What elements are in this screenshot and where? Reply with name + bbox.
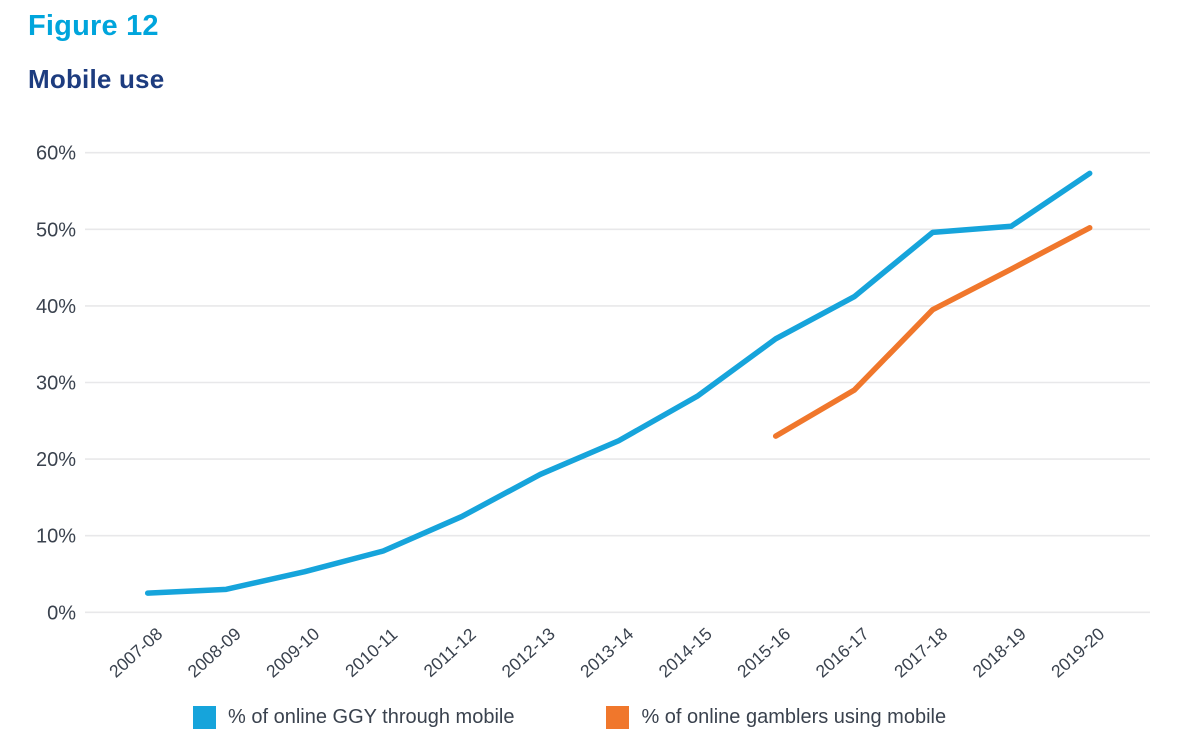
- x-axis-tick-labels: 2007-08 2008-09 2009-10 2010-11 2011-12 2012-…: [105, 623, 1108, 681]
- y-axis-tick-labels: 0% 10% 20% 30% 40% 50% 60%: [36, 143, 76, 625]
- series-line-1: [772, 225, 1093, 439]
- gridlines: [85, 151, 1150, 614]
- x-tick-label: 2016-17: [812, 624, 873, 682]
- x-tick-label: 2012-13: [498, 624, 559, 682]
- y-tick-label: 30%: [36, 373, 76, 395]
- x-tick-label: 2017-18: [890, 624, 951, 682]
- series-line-0: [144, 170, 1093, 596]
- figure-label: Figure 12: [28, 10, 159, 42]
- x-tick-label: 2019-20: [1047, 623, 1108, 681]
- legend-label-gamblers: % of online gamblers using mobile: [641, 706, 947, 728]
- legend-label-ggy: % of online GGY through mobile: [228, 706, 515, 728]
- legend-item-ggy: % of online GGY through mobile: [193, 706, 514, 729]
- y-tick-label: 50%: [36, 219, 76, 241]
- chart-legend: % of online GGY through mobile % of onli…: [193, 706, 946, 729]
- x-tick-label: 2018-19: [969, 624, 1030, 682]
- legend-item-gamblers: % of online gamblers using mobile: [606, 706, 946, 729]
- x-tick-label: 2013-14: [576, 623, 637, 681]
- x-tick-label: 2007-08: [105, 624, 166, 682]
- y-tick-label: 60%: [36, 143, 76, 165]
- figure-title: Mobile use: [28, 64, 165, 94]
- x-tick-label: 2011-12: [420, 624, 480, 681]
- y-tick-label: 20%: [36, 449, 76, 471]
- y-tick-label: 40%: [36, 296, 76, 318]
- legend-swatch-ggy-icon: [193, 706, 216, 729]
- y-tick-label: 10%: [36, 526, 76, 548]
- x-tick-label: 2010-11: [341, 624, 401, 681]
- x-tick-label: 2008-09: [184, 624, 245, 682]
- x-tick-label: 2015-16: [733, 624, 794, 682]
- y-tick-label: 0%: [47, 602, 76, 624]
- x-tick-label: 2009-10: [262, 623, 323, 681]
- legend-swatch-gamblers-icon: [606, 706, 630, 729]
- x-tick-label: 2014-15: [655, 624, 716, 682]
